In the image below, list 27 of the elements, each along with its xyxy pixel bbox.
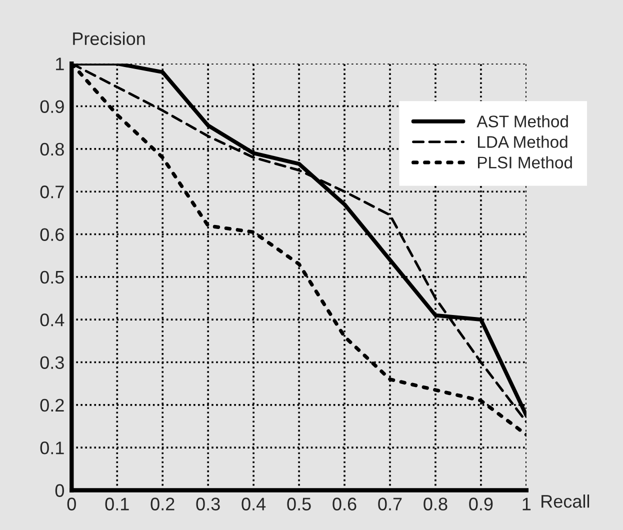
x-tick-label: 0.5 [287,498,311,510]
y-tick-label: 0.2 [40,398,64,412]
y-tick-label: 0.7 [40,186,64,198]
y-tick-label: 0.3 [40,356,64,369]
legend-label: LDA Method [478,136,568,148]
y-tick-label: 0.8 [40,142,64,156]
y-tick-label: 0.5 [40,270,64,284]
x-tick-label: 0.1 [105,498,129,510]
y-axis-title: Precision [73,32,145,46]
x-axis-title: Recall [542,494,590,508]
x-tick-label: 0.4 [242,498,266,510]
y-tick-label: 0 [55,484,64,497]
x-tick-label: 1 [522,498,531,510]
x-tick-label: 0.3 [196,498,220,510]
y-tick-label: 0.6 [40,228,64,241]
y-tick-label: 0.4 [40,314,64,326]
x-tick-label: 0.2 [150,498,174,510]
legend-label: AST Method [476,115,568,128]
x-tick-label: 0 [67,498,76,510]
x-tick-label: 0.6 [332,498,356,510]
x-tick-label: 0.7 [378,498,402,510]
y-tick-label: 0.1 [40,442,64,454]
y-tick-label: 0.9 [40,100,64,113]
legend-label: PLSI Method [478,156,572,168]
x-tick-label: 0.8 [424,498,448,510]
y-tick-label: 1 [56,58,64,70]
x-tick-label: 0.9 [469,498,493,510]
